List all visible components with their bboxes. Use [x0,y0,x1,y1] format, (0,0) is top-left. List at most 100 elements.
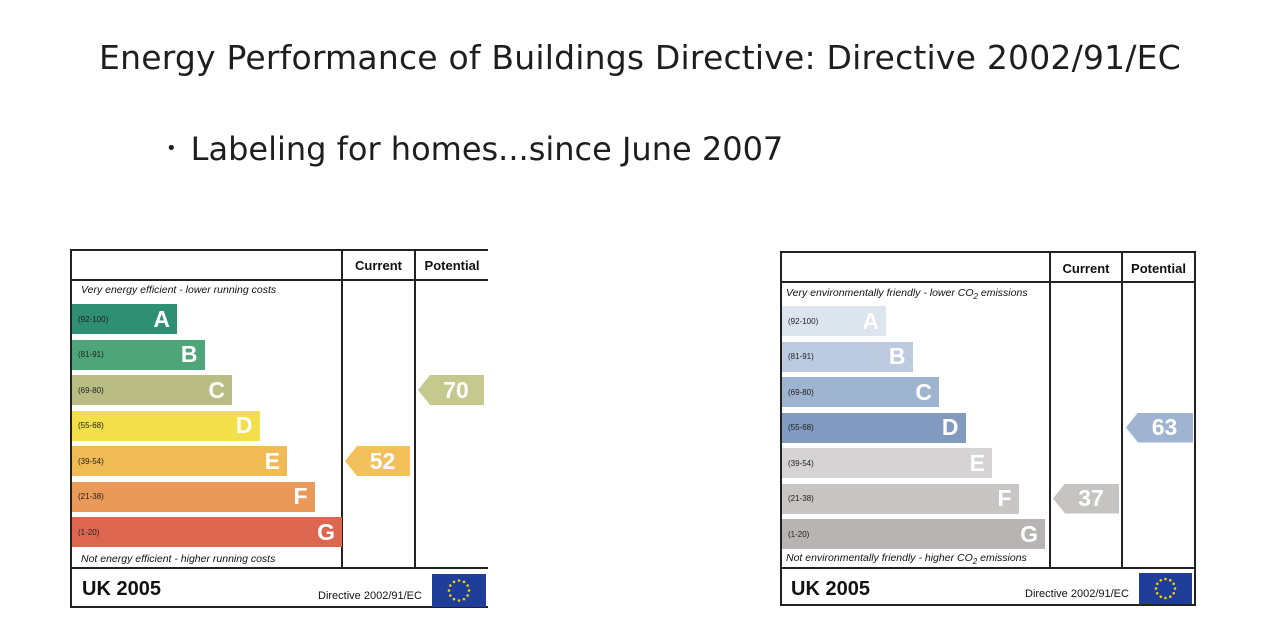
eu-star-icon [1172,591,1176,595]
band-letter: C [208,376,225,403]
eu-star-icon [447,589,451,592]
bullet-text: Labeling for homes...since June 2007 [190,130,784,168]
rating-band-e: (39-54) E [782,448,992,478]
current-column-header: Current [355,258,402,273]
footer-divider [782,567,1194,569]
footer-divider [72,567,488,569]
current-column-header: Current [1062,261,1110,276]
environmental-impact-label: Current Potential Very environmentally f… [780,251,1196,606]
band-range: (39-54) [788,458,814,468]
band-range: (21-38) [78,492,104,501]
eu-star-icon [1154,587,1158,590]
bottom-note: Not energy efficient - higher running co… [81,553,276,565]
potential-column-header: Potential [1131,261,1186,276]
band-range: (69-80) [78,385,104,395]
potential-rating-arrow: 70 [418,375,484,405]
band-letter: G [317,518,335,545]
eu-star-icon [1155,582,1159,586]
eu-star-icon [1168,578,1172,582]
band-letter: G [1020,520,1038,547]
footer-directive: Directive 2002/91/EC [318,590,422,602]
potential-column-divider [414,251,416,567]
top-note: Very energy efficient - lower running co… [81,284,277,296]
band-letter: E [969,449,985,476]
eu-star-icon [1168,595,1172,599]
eu-flag-icon [432,574,486,607]
eu-star-icon [457,579,461,582]
rating-band-b: (81-91) B [782,341,913,372]
energy-efficiency-label: Current Potential Very energy efficient … [70,249,488,608]
rating-band-a: (92-100) A [72,304,177,334]
rating-band-f: (21-38) F [782,483,1019,514]
eu-star-icon [1159,595,1163,599]
eu-star-icon [466,584,469,587]
eu-star-icon [1172,582,1176,586]
eu-star-icon [462,597,466,601]
band-letter: D [235,412,253,438]
eu-star-icon [462,580,466,584]
band-range: (1-20) [78,527,100,537]
header-divider [72,279,488,281]
current-column-divider [1049,253,1051,567]
rating-band-c: (69-80) C [782,377,939,407]
band-letter: B [180,341,198,367]
eu-star-icon [467,589,471,592]
band-range: (81-91) [788,352,814,361]
header-divider [782,281,1194,283]
band-range: (39-54) [78,456,104,466]
rating-band-g: (1-20) G [782,519,1045,549]
band-letter: D [941,414,959,440]
band-letter: F [997,485,1012,511]
eu-star-icon [1173,587,1177,590]
footer-title: UK 2005 [791,578,870,600]
potential-rating-value: 70 [443,376,469,403]
current-rating-value: 37 [1078,485,1104,511]
band-letter: E [264,447,280,474]
band-range: (92-100) [78,314,109,324]
eu-star-icon [452,597,456,601]
band-letter: A [862,307,879,334]
footer-directive: Directive 2002/91/EC [1025,588,1129,600]
current-column-divider [341,251,343,567]
band-range: (1-20) [788,529,810,539]
band-letter: F [293,483,308,509]
eu-star-icon [1164,596,1167,600]
bullet-item: • Labeling for homes...since June 2007 [166,130,783,168]
rating-band-d: (55-68) D [72,410,260,441]
band-letter: A [153,305,170,332]
potential-column-header: Potential [424,258,480,273]
rating-band-b: (81-91) B [72,339,205,370]
eu-star-icon [449,584,452,587]
rating-band-c: (69-80) C [72,375,232,405]
eu-star-icon [449,594,452,597]
band-range: (81-91) [78,350,104,359]
top-note: Very environmentally friendly - lower CO… [786,287,1028,302]
bullet-marker: • [166,137,177,159]
current-rating-value: 52 [369,447,396,474]
eu-star-icon [452,580,456,584]
band-range: (21-38) [788,494,814,503]
rating-band-d: (55-68) D [782,412,966,443]
band-range: (69-80) [788,387,814,397]
current-rating-arrow: 37 [1053,483,1119,514]
band-letter: C [915,378,932,405]
eu-star-icon [1155,591,1159,595]
eu-star-icon [1159,578,1163,582]
footer-title: UK 2005 [82,578,161,600]
potential-column-divider [1121,253,1123,567]
eu-star-icon [457,599,461,602]
band-range: (92-100) [788,316,819,326]
rating-band-f: (21-38) F [72,481,315,512]
band-range: (55-68) [788,423,814,432]
potential-rating-arrow: 63 [1126,412,1193,443]
slide-title: Energy Performance of Buildings Directiv… [99,38,1181,77]
rating-band-e: (39-54) E [72,446,287,476]
bottom-note: Not environmentally friendly - higher CO… [786,552,1027,567]
current-rating-arrow: 52 [345,446,410,476]
rating-band-g: (1-20) G [72,517,342,547]
eu-flag-icon [1139,573,1192,604]
band-letter: B [888,343,906,369]
eu-star-icon [466,594,469,597]
potential-rating-value: 63 [1151,414,1178,440]
rating-band-a: (92-100) A [782,306,886,336]
